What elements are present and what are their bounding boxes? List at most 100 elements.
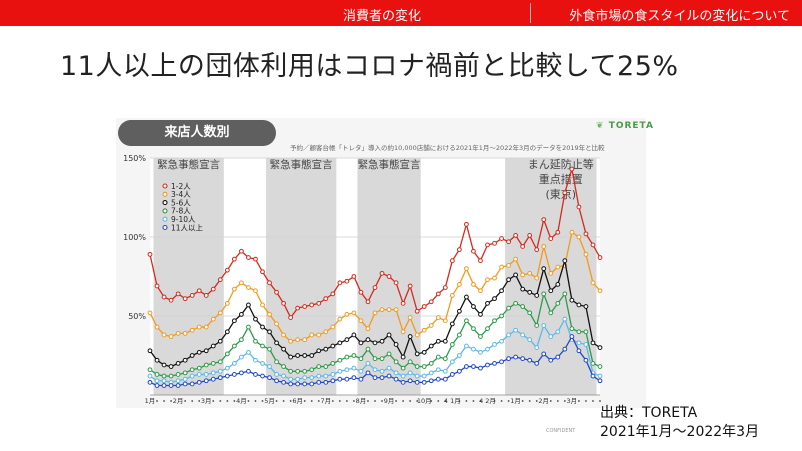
leaf-icon: ❦	[596, 121, 605, 131]
series-point	[569, 297, 575, 303]
source-citation: 出典：TORETA 2021年1月〜2022年3月	[600, 404, 759, 442]
series-point	[372, 356, 378, 362]
series-point	[534, 275, 540, 281]
series-point	[400, 373, 406, 379]
series-point	[217, 277, 223, 283]
series-point	[196, 379, 202, 385]
series-point	[456, 247, 462, 253]
series-point	[379, 270, 385, 276]
series-point	[541, 244, 547, 249]
x-tick-label: 2月	[173, 397, 184, 405]
x-axis-week-dot	[416, 400, 419, 402]
series-point	[239, 248, 244, 254]
series-point	[520, 304, 526, 309]
series-point	[583, 304, 589, 309]
series-point	[161, 294, 167, 300]
x-axis-week-dot	[317, 400, 320, 402]
series-point	[393, 280, 399, 286]
series-point	[478, 349, 483, 355]
series-point	[379, 338, 385, 344]
series-point	[309, 367, 315, 373]
x-axis-week-dot	[261, 400, 264, 402]
series-point	[154, 372, 160, 377]
x-axis-week-dot	[254, 400, 257, 402]
series-point	[246, 368, 251, 374]
series-point	[576, 302, 582, 308]
series-point	[499, 288, 504, 294]
watermark-text: CONFIDENT	[546, 428, 576, 434]
series-point	[288, 381, 294, 387]
series-point	[449, 293, 455, 298]
header-bar: 消費者の変化 外食市場の食スタイルの変化について	[0, 0, 802, 26]
series-point	[590, 361, 596, 366]
series-point	[478, 334, 483, 339]
series-point	[527, 357, 533, 363]
series-point	[239, 337, 244, 343]
series-point	[358, 340, 364, 346]
x-axis-week-dot	[395, 400, 397, 402]
series-point	[442, 368, 448, 374]
series-point	[295, 368, 301, 374]
series-point	[168, 373, 174, 379]
series-point	[428, 343, 434, 349]
section-label: 消費者の変化	[343, 9, 422, 24]
series-point	[217, 338, 223, 344]
series-point	[379, 368, 385, 374]
series-point	[597, 255, 603, 260]
series-point	[386, 351, 392, 357]
x-axis-week-dot	[331, 400, 334, 402]
series-point	[464, 318, 469, 324]
series-point	[246, 285, 251, 290]
series-point	[323, 346, 329, 352]
x-axis-week-dot	[353, 400, 355, 402]
series-point	[506, 356, 511, 362]
series-point	[281, 379, 286, 385]
y-tick-label: 100%	[123, 233, 146, 242]
series-point	[449, 372, 455, 377]
series-point	[217, 359, 223, 365]
series-point	[372, 310, 378, 316]
series-point	[435, 367, 441, 373]
series-point	[203, 293, 209, 298]
x-axis-week-dot	[563, 400, 566, 402]
series-point	[210, 361, 216, 366]
series-point	[400, 379, 406, 385]
x-tick-label: 3月	[567, 397, 578, 405]
series-point	[274, 340, 279, 346]
series-point	[309, 381, 315, 387]
series-point	[442, 285, 448, 290]
series-point	[274, 372, 279, 377]
series-point	[456, 282, 462, 287]
header-divider	[530, 3, 531, 23]
series-point	[267, 346, 272, 352]
series-point	[253, 338, 258, 344]
series-point	[239, 312, 244, 317]
x-tick-label: 6月	[292, 397, 303, 405]
series-point	[316, 373, 322, 379]
series-point	[281, 373, 286, 379]
series-point	[231, 286, 237, 292]
series-point	[499, 236, 504, 241]
series-point	[527, 233, 533, 238]
series-point	[576, 329, 582, 335]
x-axis-week-dot	[156, 400, 158, 402]
series-point	[527, 270, 533, 276]
series-point	[246, 302, 251, 308]
series-point	[224, 373, 230, 379]
series-point	[583, 329, 589, 335]
series-point	[428, 370, 434, 376]
series-point	[323, 364, 329, 369]
series-point	[534, 323, 540, 328]
series-point	[239, 354, 244, 360]
series-point	[471, 364, 476, 369]
series-point	[288, 368, 294, 374]
series-point	[541, 291, 547, 297]
series-point	[442, 338, 448, 344]
series-point	[513, 354, 519, 360]
series-point	[421, 364, 427, 369]
series-point	[281, 364, 286, 369]
series-point	[239, 370, 244, 376]
series-point	[161, 378, 167, 384]
series-point	[274, 359, 279, 365]
series-point	[274, 378, 279, 384]
